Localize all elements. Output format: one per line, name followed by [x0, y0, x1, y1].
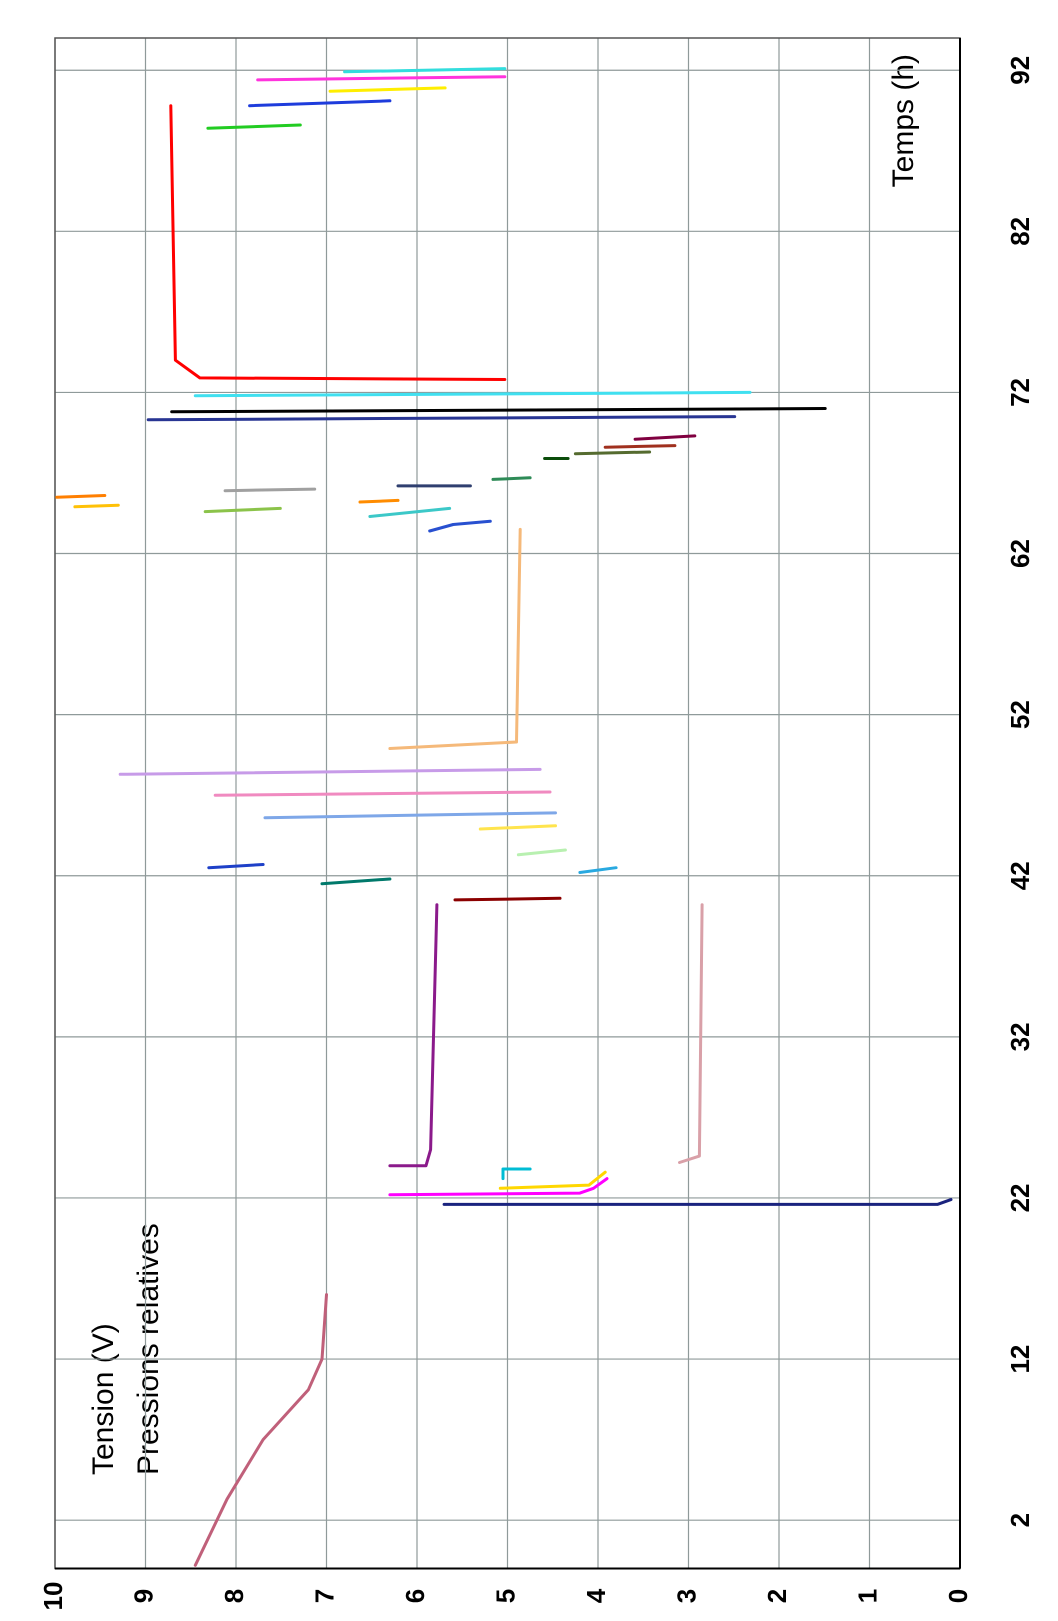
- series-line: [498, 1170, 607, 1190]
- series-line: [388, 1177, 609, 1197]
- series-line: [213, 790, 552, 797]
- series-line: [320, 877, 392, 886]
- series-line: [388, 903, 439, 1168]
- series-line: [573, 450, 652, 456]
- series-line: [118, 767, 542, 776]
- x-axis-title: Temps (h): [887, 54, 920, 187]
- rotated-plot: Tension (V) Pressions relatives Temps (h…: [38, 37, 1035, 1611]
- series-line: [368, 506, 452, 518]
- x-tick-label: 2: [1005, 1513, 1035, 1527]
- y-tick-label: 2: [762, 1589, 792, 1603]
- series-line: [193, 390, 752, 398]
- series-line: [428, 519, 492, 533]
- grid-layer: [54, 37, 961, 1570]
- series-line: [256, 75, 507, 82]
- y-tick-label: 4: [581, 1588, 611, 1603]
- y-tick-label: 0: [943, 1589, 973, 1603]
- series-line: [578, 866, 618, 874]
- series-line: [207, 863, 265, 870]
- series-line: [169, 104, 507, 381]
- x-tick-label: 32: [1005, 1022, 1035, 1051]
- series-line: [263, 811, 557, 820]
- x-tick-label: 92: [1005, 56, 1035, 85]
- series-line: [603, 444, 677, 449]
- y-tick-label: 1: [852, 1589, 882, 1603]
- series-line: [478, 824, 557, 831]
- x-tick-label: 72: [1005, 378, 1035, 407]
- y-tick-label: 3: [671, 1589, 701, 1603]
- series-line: [678, 903, 704, 1164]
- series-line: [55, 494, 107, 499]
- series-line: [146, 415, 737, 422]
- series-line: [388, 527, 522, 750]
- x-tick-label: 62: [1005, 539, 1035, 568]
- series-line: [442, 1198, 953, 1206]
- y-tick-label: 5: [490, 1589, 520, 1603]
- y-tick-label: 6: [400, 1589, 430, 1603]
- series-line: [516, 848, 567, 857]
- series-line: [328, 86, 447, 93]
- series-line: [491, 476, 532, 481]
- series-line: [206, 123, 302, 130]
- series-line: [73, 503, 120, 509]
- series-line: [501, 1167, 532, 1181]
- series-line: [170, 407, 827, 414]
- x-tick-label: 52: [1005, 700, 1035, 729]
- series-line: [248, 99, 392, 108]
- series-line: [358, 498, 400, 504]
- y-tick-label: 9: [128, 1589, 158, 1603]
- y-tick-label: 7: [309, 1589, 339, 1603]
- x-tick-label: 42: [1005, 861, 1035, 890]
- y-tick-label: 10: [38, 1582, 68, 1611]
- series-line: [223, 487, 317, 493]
- y-axis-title: Tension (V): [87, 1323, 120, 1475]
- series-line: [633, 434, 697, 441]
- y-tick-label: 8: [219, 1589, 249, 1603]
- x-tick-label: 22: [1005, 1183, 1035, 1212]
- y-axis-subtitle: Pressions relatives: [132, 1223, 165, 1475]
- series-line: [343, 67, 507, 74]
- x-tick-label: 12: [1005, 1345, 1035, 1374]
- series-line: [453, 896, 562, 902]
- series-line: [193, 1293, 328, 1567]
- series-line: [203, 506, 282, 514]
- x-tick-label: 82: [1005, 217, 1035, 246]
